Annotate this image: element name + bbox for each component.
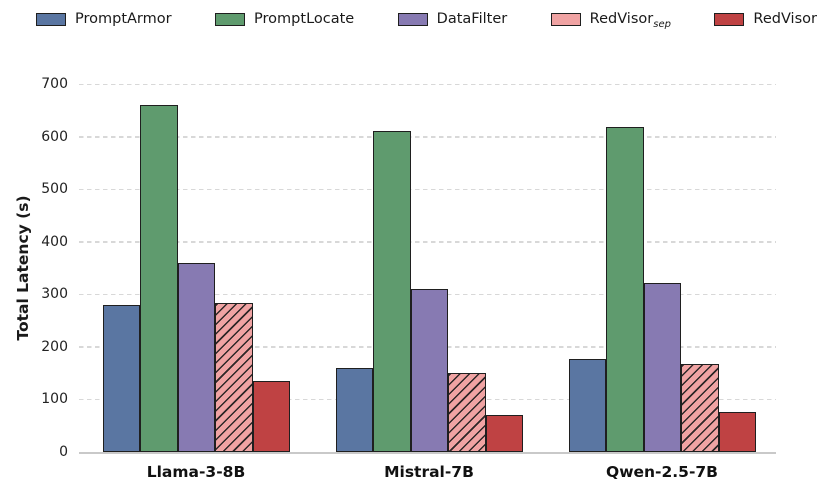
y-tick-label-400: 400 <box>41 233 68 250</box>
chart-legend: PromptArmor PromptLocate DataFilter RedViso… <box>36 9 817 29</box>
bar-group-qwen-2-5-7b <box>569 84 757 452</box>
legend-label-text: RedVisor <box>753 10 817 27</box>
legend-label-subscript: sep <box>653 18 671 30</box>
legend-item-datafilter: DataFilter <box>397 12 508 27</box>
legend-swatch-datafilter <box>397 12 428 26</box>
gridline-700 <box>79 83 776 85</box>
legend-swatch-promptlocate <box>215 12 246 26</box>
legend-item-promptlocate: PromptLocate <box>215 12 354 27</box>
legend-item-redvisor-sep: RedVisorsep <box>550 10 671 30</box>
bar-promptlocate-mistral-7b <box>373 131 411 452</box>
legend-label-text: PromptLocate <box>254 10 355 27</box>
legend-label-text: PromptArmor <box>75 10 172 27</box>
bar-redvisor-llama-3-8b <box>252 381 291 452</box>
legend-item-promptarmor: PromptArmor <box>36 12 172 27</box>
bar-redvisor-sep-mistral-7b <box>448 373 486 452</box>
gridline-400 <box>79 241 776 243</box>
x-tick-label-qwen-2-5-7b: Qwen-2.5-7B <box>606 463 718 481</box>
legend-label-text: DataFilter <box>436 10 508 27</box>
bar-group-mistral-7b <box>336 84 524 452</box>
legend-label-promptlocate: PromptLocate <box>254 12 354 27</box>
bar-redvisor-sep-qwen-2-5-7b <box>681 364 719 452</box>
legend-swatch-promptarmor <box>36 12 66 26</box>
bar-promptlocate-qwen-2-5-7b <box>606 127 644 452</box>
y-tick-label-100: 100 <box>41 391 68 408</box>
bar-datafilter-qwen-2-5-7b <box>643 283 682 452</box>
x-tick-label-mistral-7b: Mistral-7B <box>384 463 474 481</box>
y-tick-label-500: 500 <box>41 181 68 198</box>
legend-swatch-redvisor <box>714 12 745 26</box>
bar-promptarmor-qwen-2-5-7b <box>569 358 607 452</box>
legend-label-promptarmor: PromptArmor <box>75 12 172 27</box>
bar-redvisor-mistral-7b <box>485 415 524 452</box>
legend-label-redvisor: RedVisor <box>753 12 817 27</box>
y-tick-label-0: 0 <box>59 444 68 460</box>
legend-label-text: RedVisor <box>589 10 654 27</box>
y-tick-label-600: 600 <box>41 128 68 145</box>
bar-promptarmor-mistral-7b <box>336 367 374 452</box>
y-tick-label-700: 700 <box>41 76 68 92</box>
y-tick-label-200: 200 <box>41 338 68 355</box>
bar-group-llama-3-8b <box>103 84 291 452</box>
legend-item-redvisor: RedVisor <box>714 12 817 27</box>
bar-datafilter-llama-3-8b <box>177 262 216 452</box>
bar-redvisor-qwen-2-5-7b <box>718 412 757 452</box>
x-tick-label-llama-3-8b: Llama-3-8B <box>146 463 246 481</box>
legend-swatch-redvisor-sep <box>550 12 581 26</box>
x-axis-line <box>79 451 776 454</box>
legend-label-redvisor-sep: RedVisorsep <box>589 10 671 30</box>
bar-promptarmor-llama-3-8b <box>103 304 141 452</box>
y-tick-label-300: 300 <box>41 286 68 303</box>
bar-datafilter-mistral-7b <box>410 289 449 452</box>
gridline-500 <box>79 188 776 191</box>
bar-redvisor-sep-llama-3-8b <box>215 303 253 452</box>
plot-area: 0 100 200 300 400 500 600 700 Llama-3-8B Mistral-… <box>41 77 776 481</box>
gridline-600 <box>79 136 776 138</box>
legend-label-datafilter: DataFilter <box>437 12 508 27</box>
y-axis-title: Total Latency (s) <box>14 195 32 341</box>
bar-promptlocate-llama-3-8b <box>140 105 178 452</box>
